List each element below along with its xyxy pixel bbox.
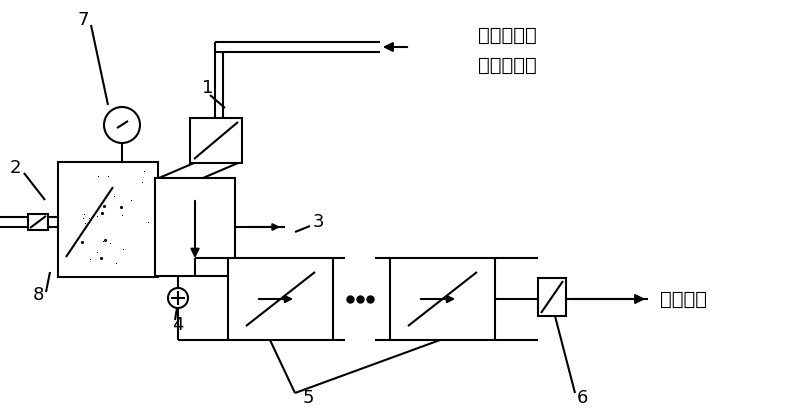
Bar xyxy=(390,258,495,340)
Text: 4: 4 xyxy=(172,316,184,334)
Bar xyxy=(538,278,566,316)
Circle shape xyxy=(168,288,188,308)
Bar xyxy=(190,118,242,163)
Text: 5: 5 xyxy=(302,389,314,407)
Text: 8: 8 xyxy=(32,286,44,304)
Text: 3: 3 xyxy=(312,213,324,231)
Text: 废气排放: 废气排放 xyxy=(660,290,707,309)
Text: 的工作气体: 的工作气体 xyxy=(478,55,537,74)
Text: 7: 7 xyxy=(78,11,89,29)
Text: 6: 6 xyxy=(576,389,588,407)
Text: 1: 1 xyxy=(202,79,214,97)
Circle shape xyxy=(104,107,140,143)
Bar xyxy=(228,258,333,340)
Bar xyxy=(155,178,235,276)
Bar xyxy=(58,162,158,277)
Text: 2: 2 xyxy=(10,159,21,177)
Bar xyxy=(28,214,48,230)
Text: 来自减压器: 来自减压器 xyxy=(478,26,537,45)
